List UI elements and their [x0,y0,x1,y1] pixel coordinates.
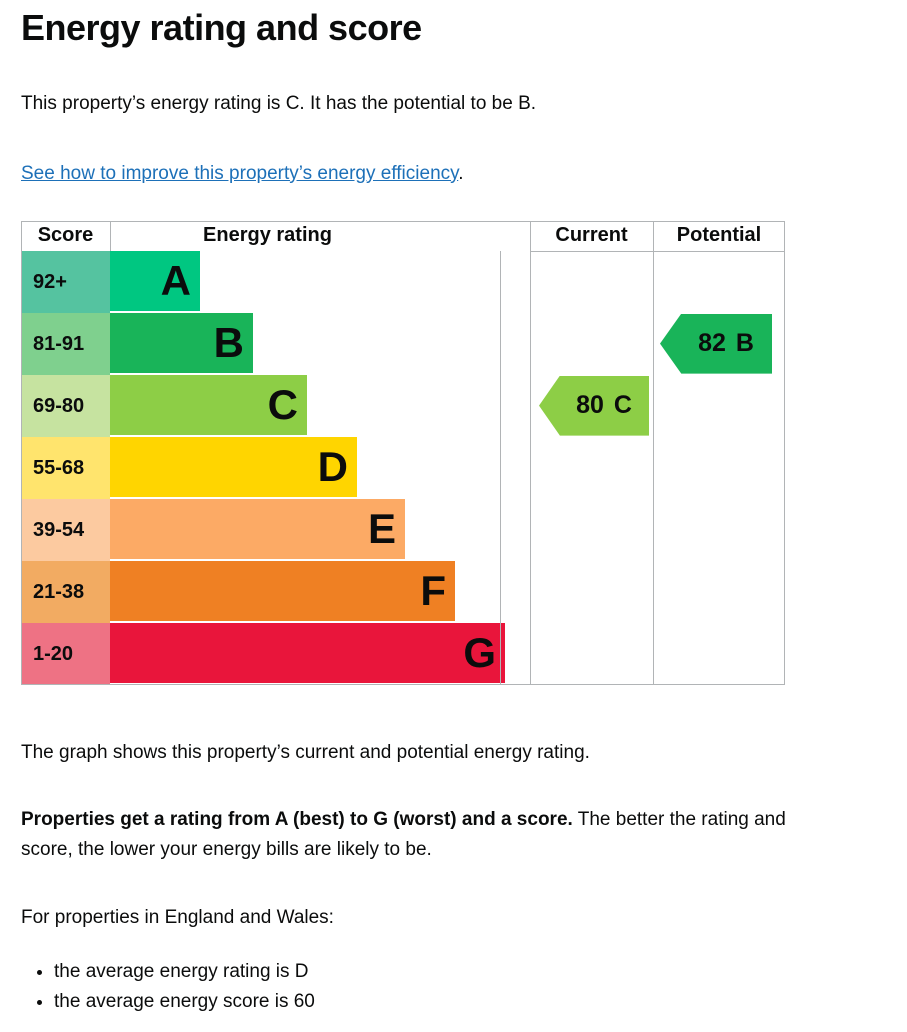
band-row-c: 69-80 C [21,374,500,437]
band-row-b: 81-91 B [21,312,500,375]
list-item-average-score: the average energy score is 60 [54,987,887,1017]
averages-list: the average energy rating is D the avera… [21,957,887,1017]
band-letter-d: D [317,442,348,490]
current-rating-arrow: 80 C [539,375,649,436]
improve-link-row: See how to improve this property’s energ… [21,159,887,189]
potential-letter: B [735,329,754,358]
score-range-g: 1-20 [21,622,110,685]
band-letter-e: E [367,504,396,552]
band-row-f: 21-38 F [21,560,500,623]
header-potential: Potential [676,223,762,246]
potential-score: 82 [698,329,726,358]
epc-band-rows: 92+ A 81-91 B 69-80 C 55-68 D 39-54 E 21… [21,250,505,685]
score-range-d: 55-68 [21,436,110,499]
score-range-e: 39-54 [21,498,110,561]
score-range-a: 92+ [21,250,110,313]
regions-intro: For properties in England and Wales: [21,906,334,928]
band-letter-a: A [160,256,191,304]
score-range-b: 81-91 [21,312,110,375]
page-title: Energy rating and score [21,7,422,48]
band-row-g: 1-20 G [21,622,505,685]
epc-rating-chart: Score Energy rating Current Potential 92… [21,220,785,685]
band-bar-d: D [110,436,357,497]
band-row-e: 39-54 E [21,498,500,561]
band-row-a: 92+ A [21,250,500,313]
score-range-c: 69-80 [21,374,110,437]
band-letter-g: G [463,628,496,676]
header-current: Current [555,223,628,246]
header-energy-rating: Energy rating [203,223,332,246]
intro-text: This property’s energy rating is C. It h… [21,92,537,114]
score-range-f: 21-38 [21,560,110,623]
band-bar-f: F [110,560,455,621]
chart-bararea-separator [500,250,501,685]
graph-caption: The graph shows this property’s current … [21,741,590,763]
chart-header-underline [530,250,785,252]
band-letter-f: F [420,566,446,614]
list-item-average-rating: the average energy rating is D [54,957,887,987]
band-bar-g: G [110,622,505,683]
potential-rating-arrow: 82 B [660,313,772,374]
header-score: Score [37,223,94,246]
chart-border-bottom [21,683,785,685]
band-bar-e: E [110,498,405,559]
chart-potential-separator [653,220,654,685]
improve-energy-efficiency-link[interactable]: See how to improve this property’s energ… [21,162,459,184]
chart-border-top [21,220,785,222]
chart-border-right [784,220,785,685]
chart-current-separator [530,220,531,685]
rating-explanation: Properties get a rating from A (best) to… [21,805,801,865]
link-suffix: . [458,162,464,184]
chart-score-separator [110,220,111,251]
current-score: 80 [576,391,604,420]
page-content: Energy rating and score This property’s … [0,8,907,1017]
band-row-d: 55-68 D [21,436,500,499]
band-letter-c: C [267,380,298,428]
band-bar-a: A [110,250,200,311]
band-bar-b: B [110,312,253,373]
rating-explanation-bold: Properties get a rating from A (best) to… [21,808,573,830]
current-letter: C [613,391,632,420]
chart-border-left [21,220,22,685]
band-bar-c: C [110,374,307,435]
rating-explanation-rest: The better the rating and score, the low… [21,808,786,860]
band-letter-b: B [213,318,244,366]
